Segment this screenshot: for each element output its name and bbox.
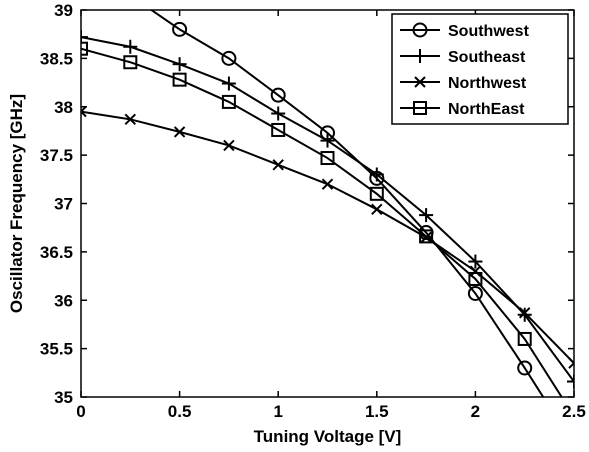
legend-marker <box>413 49 427 63</box>
legend-item: Southwest <box>400 22 530 40</box>
data-point <box>517 360 533 376</box>
y-tick-label: 39 <box>54 1 73 20</box>
data-point <box>321 178 334 190</box>
data-point <box>173 126 186 138</box>
data-point <box>271 106 286 121</box>
legend-marker <box>414 76 426 88</box>
data-point <box>223 139 235 152</box>
y-tick-label: 36.5 <box>40 243 73 262</box>
y-tick-label: 38 <box>54 98 73 117</box>
data-point <box>419 229 434 244</box>
data-point <box>123 39 138 54</box>
series-line <box>81 47 563 397</box>
data-point <box>369 186 384 201</box>
series-southeast <box>81 30 574 389</box>
x-tick-label: 2 <box>471 402 480 421</box>
data-point <box>517 331 532 346</box>
legend-label: Southwest <box>448 23 530 40</box>
data-point <box>81 41 88 56</box>
legend: Southwest Southeast Northwest NorthEast <box>391 13 569 125</box>
legend-box <box>391 13 569 125</box>
data-point <box>320 151 335 166</box>
x-tick-label: 1.5 <box>365 402 389 421</box>
data-point <box>272 159 284 171</box>
data-point <box>517 307 532 322</box>
data-point <box>467 285 483 301</box>
y-tick-label: 36 <box>54 291 73 310</box>
legend-label: Northwest <box>448 75 527 92</box>
legend-item: NorthEast <box>400 101 525 118</box>
x-tick-label: 2.5 <box>562 402 586 421</box>
data-point <box>468 271 483 286</box>
x-tick-label: 0.5 <box>168 402 192 421</box>
data-point <box>371 203 383 216</box>
data-point <box>270 87 286 103</box>
legend-label: NorthEast <box>448 101 525 118</box>
legend-item: Southeast <box>400 49 526 66</box>
data-point <box>221 76 236 91</box>
data-point <box>567 374 574 389</box>
data-point <box>221 50 237 66</box>
data-point <box>320 133 335 148</box>
data-point <box>369 167 384 182</box>
y-tick-label: 35 <box>54 388 73 407</box>
series-layer <box>81 10 574 397</box>
x-tick-label: 0 <box>76 402 85 421</box>
ticks-layer: 0 0.5 1 1.5 2 2.5 35 35.5 36 36.5 37 37.5 38 38.5 39 <box>40 1 586 421</box>
data-point <box>172 21 188 37</box>
y-axis-label: Oscillator Frequency [GHz] <box>7 94 26 313</box>
data-point <box>271 122 286 137</box>
data-point <box>469 265 482 277</box>
y-tick-label: 38.5 <box>40 49 73 68</box>
series-northeast <box>81 41 563 397</box>
series-line <box>149 10 545 397</box>
legend-marker <box>413 101 427 115</box>
data-point <box>81 30 88 45</box>
data-point <box>124 113 137 126</box>
legend-marker <box>412 22 428 38</box>
data-point <box>123 55 138 70</box>
x-axis-label: Tuning Voltage [V] <box>254 427 402 446</box>
series-northwest <box>81 105 574 369</box>
data-point <box>172 72 187 87</box>
x-tick-label: 1 <box>273 402 282 421</box>
legend-item: Northwest <box>400 75 527 92</box>
data-point <box>518 307 531 319</box>
data-point <box>81 105 87 118</box>
data-point <box>568 357 574 369</box>
data-point <box>172 57 187 72</box>
data-point <box>468 254 483 269</box>
data-point <box>419 208 434 223</box>
legend-label: Southeast <box>448 49 526 66</box>
y-tick-label: 37.5 <box>40 146 73 165</box>
y-tick-label: 37 <box>54 195 73 214</box>
data-point <box>221 94 236 109</box>
y-tick-label: 35.5 <box>40 340 73 359</box>
